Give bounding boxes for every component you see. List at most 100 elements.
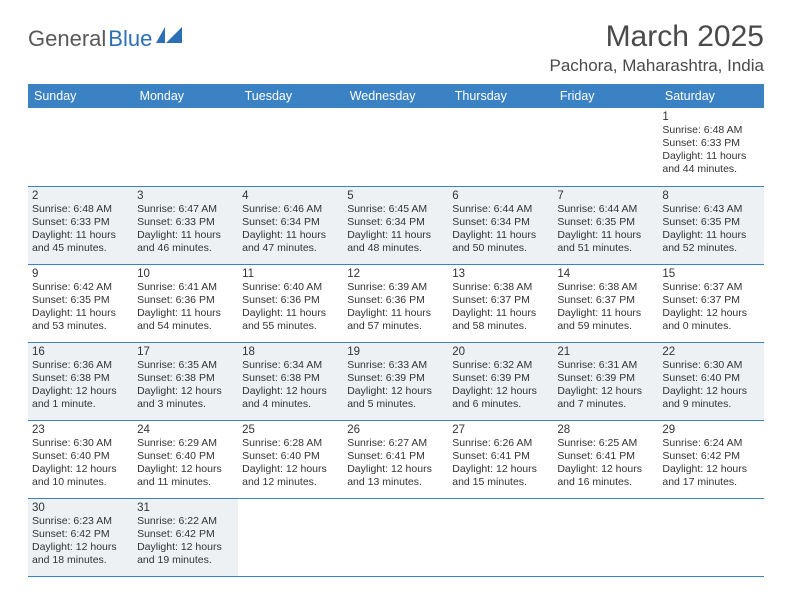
daylight-line: Daylight: 12 hours and 19 minutes. [137, 541, 234, 567]
sunset-line: Sunset: 6:35 PM [557, 216, 654, 229]
day-number: 31 [137, 502, 234, 514]
calendar-day-cell: 29Sunrise: 6:24 AMSunset: 6:42 PMDayligh… [658, 420, 763, 498]
sunrise-line: Sunrise: 6:26 AM [452, 437, 549, 450]
day-number: 7 [557, 190, 654, 202]
sunset-line: Sunset: 6:33 PM [137, 216, 234, 229]
calendar-day-cell: 22Sunrise: 6:30 AMSunset: 6:40 PMDayligh… [658, 342, 763, 420]
day-number: 24 [137, 424, 234, 436]
calendar-day-cell: 10Sunrise: 6:41 AMSunset: 6:36 PMDayligh… [133, 264, 238, 342]
sunrise-line: Sunrise: 6:44 AM [557, 203, 654, 216]
calendar-week-row: 9Sunrise: 6:42 AMSunset: 6:35 PM Daylight… [28, 264, 764, 342]
sunrise-line: Sunrise: 6:23 AM [32, 515, 129, 528]
month-title: March 2025 [549, 20, 764, 54]
weekday-header-row: Sunday Monday Tuesday Wednesday Thursday… [28, 84, 764, 108]
header: GeneralBlue March 2025 Pachora, Maharash… [28, 20, 764, 76]
calendar-week-row: 30Sunrise: 6:23 AMSunset: 6:42 PMDayligh… [28, 498, 764, 576]
calendar-body: 1Sunrise: 6:48 AMSunset: 6:33 PMDaylight… [28, 108, 764, 576]
daylight-line: Daylight: 11 hours and 50 minutes. [452, 229, 549, 255]
weekday-header: Saturday [658, 84, 763, 108]
sunrise-line: Sunrise: 6:37 AM [662, 281, 759, 294]
calendar-day-cell: 23Sunrise: 6:30 AMSunset: 6:40 PMDayligh… [28, 420, 133, 498]
daylight-line: Daylight: 12 hours and 7 minutes. [557, 385, 654, 411]
sunset-line: Sunset: 6:41 PM [347, 450, 444, 463]
weekday-header: Tuesday [238, 84, 343, 108]
calendar-day-cell: 4Sunrise: 6:46 AMSunset: 6:34 PMDaylight… [238, 186, 343, 264]
sunset-line: Sunset: 6:34 PM [452, 216, 549, 229]
calendar-day-cell: 12Sunrise: 6:39 AMSunset: 6:36 PMDayligh… [343, 264, 448, 342]
calendar-day-cell: 15Sunrise: 6:37 AMSunset: 6:37 PMDayligh… [658, 264, 763, 342]
day-number: 11 [242, 268, 339, 280]
calendar-day-cell: 25Sunrise: 6:28 AMSunset: 6:40 PMDayligh… [238, 420, 343, 498]
sunset-line: Sunset: 6:42 PM [32, 528, 129, 541]
day-number: 29 [662, 424, 759, 436]
sunrise-line: Sunrise: 6:22 AM [137, 515, 234, 528]
day-number: 23 [32, 424, 129, 436]
sunrise-line: Sunrise: 6:43 AM [662, 203, 759, 216]
sunset-line: Sunset: 6:37 PM [662, 294, 759, 307]
sunrise-line: Sunrise: 6:42 AM [32, 281, 129, 294]
sunset-line: Sunset: 6:39 PM [557, 372, 654, 385]
day-number: 30 [32, 502, 129, 514]
sunset-line: Sunset: 6:38 PM [137, 372, 234, 385]
sunrise-line: Sunrise: 6:30 AM [32, 437, 129, 450]
sunset-line: Sunset: 6:37 PM [452, 294, 549, 307]
sunrise-line: Sunrise: 6:31 AM [557, 359, 654, 372]
sunset-line: Sunset: 6:38 PM [32, 372, 129, 385]
day-number: 26 [347, 424, 444, 436]
sunset-line: Sunset: 6:42 PM [137, 528, 234, 541]
calendar-day-cell: 28Sunrise: 6:25 AMSunset: 6:41 PMDayligh… [553, 420, 658, 498]
calendar-day-cell: 13Sunrise: 6:38 AMSunset: 6:37 PMDayligh… [448, 264, 553, 342]
calendar-day-cell: 16Sunrise: 6:36 AMSunset: 6:38 PMDayligh… [28, 342, 133, 420]
daylight-line: Daylight: 12 hours and 18 minutes. [32, 541, 129, 567]
sunrise-line: Sunrise: 6:39 AM [347, 281, 444, 294]
day-number: 10 [137, 268, 234, 280]
location: Pachora, Maharashtra, India [549, 56, 764, 76]
sunset-line: Sunset: 6:33 PM [32, 216, 129, 229]
sunrise-line: Sunrise: 6:27 AM [347, 437, 444, 450]
weekday-header: Sunday [28, 84, 133, 108]
sunrise-line: Sunrise: 6:36 AM [32, 359, 129, 372]
sunrise-line: Sunrise: 6:32 AM [452, 359, 549, 372]
daylight-line: Daylight: 11 hours and 48 minutes. [347, 229, 444, 255]
logo-text-blue: Blue [108, 26, 152, 52]
daylight-line: Daylight: 12 hours and 15 minutes. [452, 463, 549, 489]
sunset-line: Sunset: 6:33 PM [662, 137, 759, 150]
weekday-header: Monday [133, 84, 238, 108]
sunset-line: Sunset: 6:40 PM [137, 450, 234, 463]
calendar-day-cell [553, 498, 658, 576]
day-number: 28 [557, 424, 654, 436]
sunset-line: Sunset: 6:41 PM [452, 450, 549, 463]
sunset-line: Sunset: 6:39 PM [347, 372, 444, 385]
calendar-day-cell [343, 108, 448, 186]
sunrise-line: Sunrise: 6:45 AM [347, 203, 444, 216]
day-number: 19 [347, 346, 444, 358]
daylight-line: Daylight: 11 hours and 51 minutes. [557, 229, 654, 255]
sunrise-line: Sunrise: 6:46 AM [242, 203, 339, 216]
sunset-line: Sunset: 6:35 PM [32, 294, 129, 307]
logo-text-general: General [28, 26, 106, 52]
sunset-line: Sunset: 6:40 PM [32, 450, 129, 463]
daylight-line: Daylight: 12 hours and 10 minutes. [32, 463, 129, 489]
day-number: 22 [662, 346, 759, 358]
daylight-line: Daylight: 11 hours and 57 minutes. [347, 307, 444, 333]
calendar-day-cell: 1Sunrise: 6:48 AMSunset: 6:33 PMDaylight… [658, 108, 763, 186]
day-number: 1 [662, 111, 759, 123]
daylight-line: Daylight: 12 hours and 3 minutes. [137, 385, 234, 411]
sunset-line: Sunset: 6:42 PM [662, 450, 759, 463]
logo: GeneralBlue [28, 26, 182, 52]
calendar-day-cell: 26Sunrise: 6:27 AMSunset: 6:41 PMDayligh… [343, 420, 448, 498]
calendar-table: Sunday Monday Tuesday Wednesday Thursday… [28, 84, 764, 577]
calendar-day-cell: 14Sunrise: 6:38 AMSunset: 6:37 PMDayligh… [553, 264, 658, 342]
day-number: 12 [347, 268, 444, 280]
day-number: 17 [137, 346, 234, 358]
sunrise-line: Sunrise: 6:34 AM [242, 359, 339, 372]
logo-flag-icon [156, 27, 182, 43]
sunrise-line: Sunrise: 6:41 AM [137, 281, 234, 294]
calendar-day-cell: 8Sunrise: 6:43 AMSunset: 6:35 PMDaylight… [658, 186, 763, 264]
day-number: 9 [32, 268, 129, 280]
daylight-line: Daylight: 11 hours and 52 minutes. [662, 229, 759, 255]
daylight-line: Daylight: 11 hours and 54 minutes. [137, 307, 234, 333]
calendar-day-cell [553, 108, 658, 186]
calendar-week-row: 1Sunrise: 6:48 AMSunset: 6:33 PMDaylight… [28, 108, 764, 186]
daylight-line: Daylight: 12 hours and 9 minutes. [662, 385, 759, 411]
